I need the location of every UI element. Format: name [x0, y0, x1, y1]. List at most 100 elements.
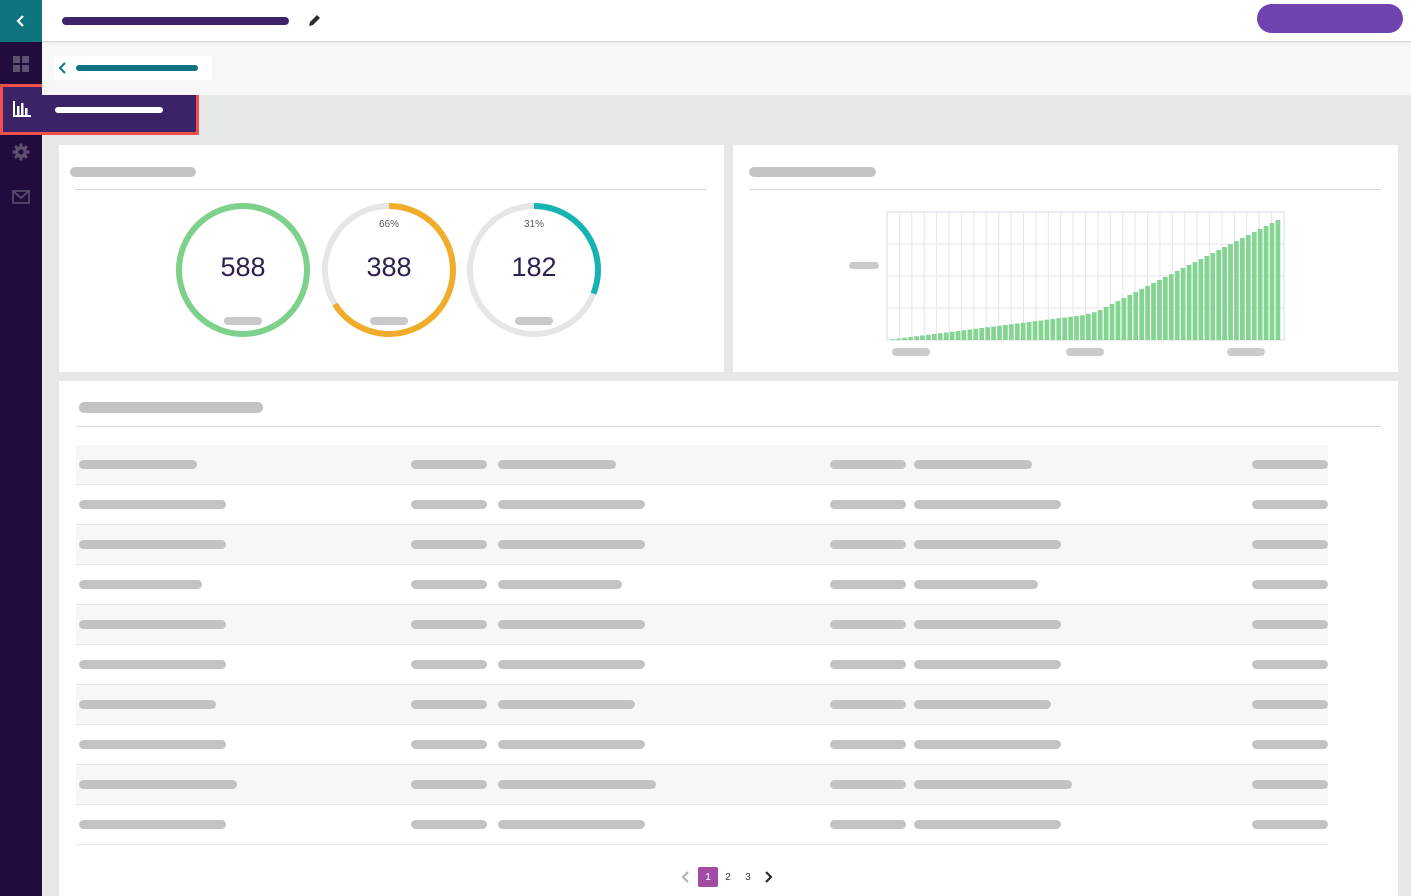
bar [1026, 322, 1032, 340]
bar [926, 334, 931, 340]
bar [1038, 320, 1044, 340]
bar [985, 327, 991, 340]
table-cell [830, 460, 906, 469]
bar [1263, 226, 1269, 340]
bar [1245, 235, 1251, 340]
table-cell [79, 780, 237, 789]
bar [902, 337, 908, 340]
table-row[interactable] [76, 765, 1328, 805]
table-row[interactable] [76, 525, 1328, 565]
bar [931, 334, 937, 340]
page-button[interactable]: 2 [725, 871, 731, 883]
table-cell [1252, 540, 1328, 549]
gauge-percent: 31% [523, 219, 544, 230]
table-cell [411, 540, 487, 549]
bar [1204, 256, 1210, 340]
bar [943, 332, 949, 340]
bar [1133, 292, 1139, 340]
page-button[interactable]: 1 [698, 867, 718, 887]
primary-action-button[interactable] [1257, 4, 1403, 33]
table-cell [411, 500, 487, 509]
bar [1068, 316, 1073, 340]
table-cell [79, 580, 202, 589]
table-cell [498, 580, 622, 589]
bar [1180, 268, 1186, 340]
axis-label-placeholder [849, 262, 879, 269]
bar [937, 333, 943, 340]
back-link[interactable] [54, 56, 212, 80]
table-cell [411, 620, 487, 629]
sidebar-item-messages[interactable] [11, 187, 31, 207]
table-cell [498, 780, 656, 789]
bar [1251, 232, 1257, 340]
table-cell [79, 500, 226, 509]
bar [955, 331, 961, 340]
table-row[interactable] [76, 685, 1328, 725]
gauge-label [370, 317, 408, 325]
bar [1216, 250, 1222, 340]
table-row[interactable] [76, 805, 1328, 845]
prev-page-button[interactable] [676, 867, 696, 887]
table-cell [411, 580, 487, 589]
bar [1086, 313, 1091, 340]
gear-icon [12, 143, 30, 161]
table-cell [79, 460, 197, 469]
bar [1103, 307, 1109, 340]
next-page-button[interactable] [758, 867, 778, 887]
table-cell [79, 540, 226, 549]
bar [1056, 318, 1062, 340]
table-cell [498, 540, 645, 549]
table-row[interactable] [76, 485, 1328, 525]
table-row[interactable] [76, 725, 1328, 765]
gauge: 66% 388 [319, 200, 459, 340]
table-cell [411, 740, 487, 749]
table-cell [830, 820, 906, 829]
bar [1097, 310, 1103, 340]
table-row[interactable] [76, 645, 1328, 685]
table-cell [411, 700, 487, 709]
table-cell [498, 660, 645, 669]
table-cell [1252, 460, 1328, 469]
bar [1091, 312, 1097, 340]
card-title [749, 167, 876, 177]
gauge-label [224, 317, 262, 325]
table-row[interactable] [76, 445, 1328, 485]
table-cell [830, 580, 906, 589]
gauges-card: 588 66% 388 31% 182 [59, 145, 724, 372]
page-button[interactable]: 3 [745, 871, 751, 883]
bar [1163, 277, 1168, 340]
sidebar-item-dashboard[interactable] [11, 54, 31, 74]
gauge-value: 182 [511, 252, 557, 282]
collapse-sidebar-button[interactable] [0, 0, 42, 42]
axis-label-placeholder [1227, 348, 1265, 356]
grid-icon [13, 56, 29, 72]
gauge: 31% 182 [464, 200, 604, 340]
bar [1151, 283, 1156, 340]
bar [1145, 286, 1150, 340]
bar [1275, 220, 1281, 340]
table-cell [411, 820, 487, 829]
bar [1074, 316, 1079, 340]
bar [1003, 325, 1008, 340]
table-cell [498, 620, 645, 629]
bar [1257, 229, 1263, 340]
table-cell [498, 700, 635, 709]
bar [1050, 319, 1056, 340]
table-cell [914, 740, 1061, 749]
gauge-ring [176, 203, 310, 337]
pencil-icon[interactable] [304, 11, 324, 31]
sidebar-item-settings[interactable] [11, 142, 31, 162]
table-row[interactable] [76, 605, 1328, 645]
table-row[interactable] [76, 565, 1328, 605]
table-cell [79, 740, 226, 749]
back-link-label [76, 65, 198, 71]
gauge-value: 388 [366, 252, 412, 282]
axis-label-placeholder [892, 348, 930, 356]
bar [1127, 295, 1133, 340]
bar [1222, 247, 1227, 340]
bar [914, 336, 919, 340]
table-cell [830, 740, 906, 749]
gauge: 588 [173, 200, 313, 340]
breadcrumb-bar [42, 43, 1411, 95]
table-cell [1252, 580, 1328, 589]
